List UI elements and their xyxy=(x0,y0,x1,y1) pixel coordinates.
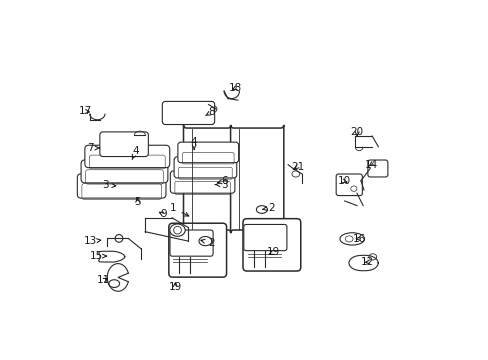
Text: 19: 19 xyxy=(168,282,182,292)
FancyBboxPatch shape xyxy=(100,132,148,157)
Text: 17: 17 xyxy=(78,107,91,116)
FancyBboxPatch shape xyxy=(367,160,387,177)
Text: 3: 3 xyxy=(215,180,227,190)
Ellipse shape xyxy=(350,186,356,191)
FancyBboxPatch shape xyxy=(170,230,213,256)
Circle shape xyxy=(115,234,122,242)
Text: 4: 4 xyxy=(132,146,139,159)
Text: 1: 1 xyxy=(170,203,188,216)
FancyBboxPatch shape xyxy=(174,157,236,178)
FancyBboxPatch shape xyxy=(178,142,238,163)
Text: 18: 18 xyxy=(228,83,242,93)
Text: 13: 13 xyxy=(84,237,101,246)
Text: 10: 10 xyxy=(337,176,350,186)
Text: 15: 15 xyxy=(89,251,106,261)
FancyBboxPatch shape xyxy=(244,224,286,251)
FancyBboxPatch shape xyxy=(183,125,231,233)
Text: 9: 9 xyxy=(159,209,166,219)
Ellipse shape xyxy=(169,224,185,236)
Ellipse shape xyxy=(368,254,376,260)
Circle shape xyxy=(173,226,181,234)
FancyBboxPatch shape xyxy=(77,174,165,198)
FancyBboxPatch shape xyxy=(170,171,234,193)
Text: 20: 20 xyxy=(350,127,363,137)
Text: 8: 8 xyxy=(205,107,215,117)
Text: 12: 12 xyxy=(360,257,373,267)
Text: 3: 3 xyxy=(102,180,116,190)
FancyBboxPatch shape xyxy=(85,145,169,168)
Text: 11: 11 xyxy=(96,275,109,285)
Text: 19: 19 xyxy=(266,247,279,257)
Text: 6: 6 xyxy=(217,176,227,186)
Text: 5: 5 xyxy=(134,197,141,207)
Ellipse shape xyxy=(109,280,120,287)
Text: 2: 2 xyxy=(262,203,274,212)
Text: 7: 7 xyxy=(87,143,100,153)
Text: 21: 21 xyxy=(290,162,304,172)
Text: 14: 14 xyxy=(364,159,377,170)
Ellipse shape xyxy=(339,233,364,245)
Text: 2: 2 xyxy=(201,238,214,248)
Text: 16: 16 xyxy=(352,234,366,244)
FancyBboxPatch shape xyxy=(162,102,214,125)
FancyBboxPatch shape xyxy=(168,223,226,277)
FancyBboxPatch shape xyxy=(335,174,362,195)
FancyBboxPatch shape xyxy=(243,219,300,271)
Text: 4: 4 xyxy=(190,136,197,149)
FancyBboxPatch shape xyxy=(230,125,283,233)
FancyBboxPatch shape xyxy=(81,160,167,183)
Ellipse shape xyxy=(345,236,352,242)
